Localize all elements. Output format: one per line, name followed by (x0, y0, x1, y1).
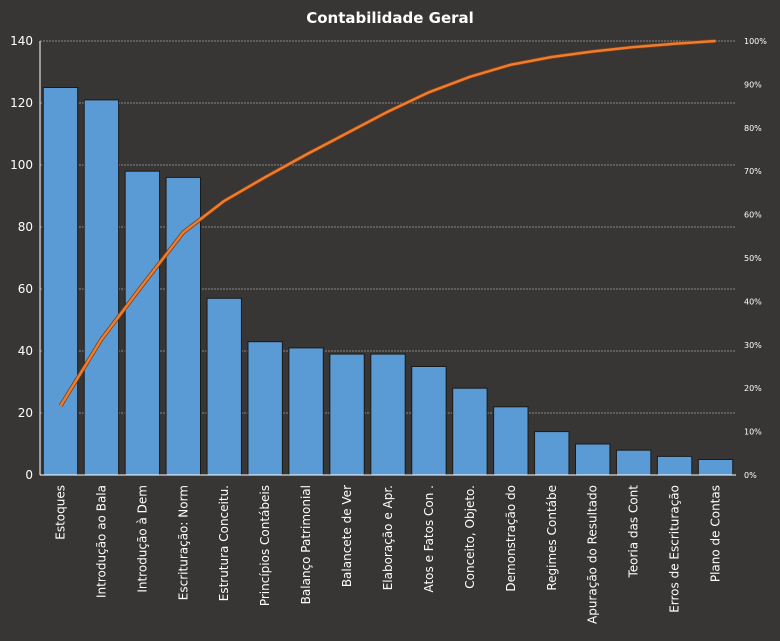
y2-tick-label: 90% (744, 80, 762, 89)
y2-tick-label: 0% (744, 471, 757, 480)
bar (452, 387, 488, 476)
y2-tick-label: 60% (744, 211, 762, 220)
y2-tick-label: 30% (744, 341, 762, 350)
x-tick-label: Atos e Fatos Con . (422, 485, 436, 593)
bar (288, 347, 324, 476)
y-tick-label: 140 (10, 34, 33, 48)
y2-tick-label: 50% (744, 254, 762, 263)
x-tick-label: Demonstração do (504, 485, 518, 592)
x-tick-label: Balanço Patrimonial (299, 485, 313, 604)
y-tick-label: 120 (10, 96, 33, 110)
y-tick-label: 40 (18, 344, 33, 358)
x-tick-label: Conceito, Objeto. (463, 485, 477, 589)
y-tick-label: 60 (18, 282, 33, 296)
x-tick-label: Elaboração e Apr. (381, 485, 395, 590)
x-tick-label: Erros de Escrituração (668, 485, 682, 613)
bar (247, 341, 283, 476)
bar (124, 170, 161, 476)
y-tick-label: 100 (10, 158, 33, 172)
y2-tick-label: 40% (744, 297, 762, 306)
y-tick-label: 80 (18, 220, 33, 234)
bar (534, 431, 570, 476)
x-tick-label: Plano de Contas (709, 485, 723, 582)
y2-tick-label: 70% (744, 167, 762, 176)
bar (575, 443, 611, 476)
x-tick-label: Introdução à Dem (135, 485, 149, 593)
y2-tick-label: 10% (744, 428, 762, 437)
bar (697, 459, 734, 476)
y-tick-label: 0 (25, 468, 33, 482)
x-tick-label: Teoria das Cont (627, 485, 641, 579)
y2-tick-label: 100% (744, 37, 767, 46)
x-tick-label: Regimes Contábe (545, 485, 559, 591)
x-tick-label: Balancete de Ver (340, 485, 354, 587)
x-tick-label: Estoques (53, 485, 67, 540)
y-tick-label: 20 (18, 406, 33, 420)
bar (493, 406, 529, 476)
bar (411, 366, 447, 476)
x-tick-label: Princípios Contábeis (258, 485, 272, 606)
bar (370, 353, 406, 476)
cumulative-percent-line (59, 39, 716, 407)
x-tick-label: Apuração do Resultado (586, 485, 600, 624)
bar (42, 87, 79, 476)
x-tick-label: Introdução ao Bala (94, 485, 108, 598)
y2-tick-label: 20% (744, 384, 762, 393)
bar (615, 449, 652, 476)
bar (656, 455, 693, 476)
bar (329, 353, 365, 476)
chart-title: Contabilidade Geral (306, 9, 474, 27)
x-tick-label: Escrituração: Norm (176, 485, 190, 600)
bar (83, 99, 120, 476)
bar (206, 297, 242, 476)
y2-tick-label: 80% (744, 124, 762, 133)
x-tick-label: Estrutura Conceitu. (217, 485, 231, 601)
